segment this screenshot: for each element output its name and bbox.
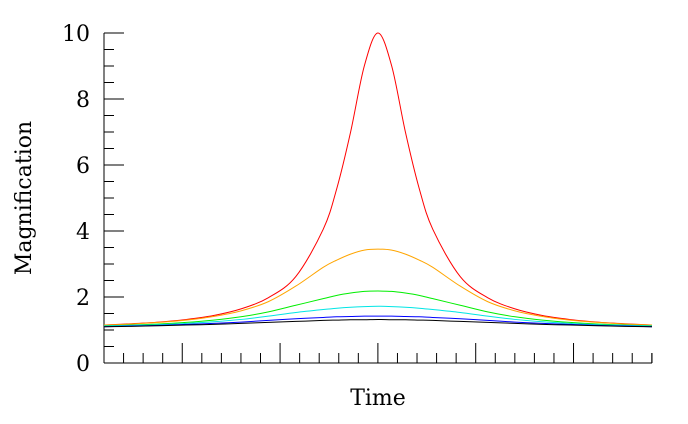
y-tick-label: 2 <box>76 286 90 311</box>
y-tick-label: 0 <box>76 352 90 377</box>
y-tick-label: 4 <box>76 220 90 245</box>
y-tick-label: 10 <box>62 22 90 47</box>
y-axis-ticks: 0 2 4 6 8 10 <box>62 22 124 377</box>
series-line-2 <box>103 248 653 326</box>
series-line-1 <box>103 32 653 326</box>
plot-area: 0 2 4 6 8 10 <box>62 22 653 377</box>
series-line-5 <box>103 315 653 328</box>
series-line-4 <box>103 305 653 327</box>
x-axis-label: Time <box>350 386 406 411</box>
series-line-6 <box>103 318 653 328</box>
y-tick-label: 6 <box>76 154 90 179</box>
y-axis-label: Magnification <box>12 121 37 275</box>
series-line-3 <box>103 290 653 327</box>
series-group <box>103 32 653 328</box>
y-tick-label: 8 <box>76 88 90 113</box>
x-axis-ticks <box>103 343 653 363</box>
